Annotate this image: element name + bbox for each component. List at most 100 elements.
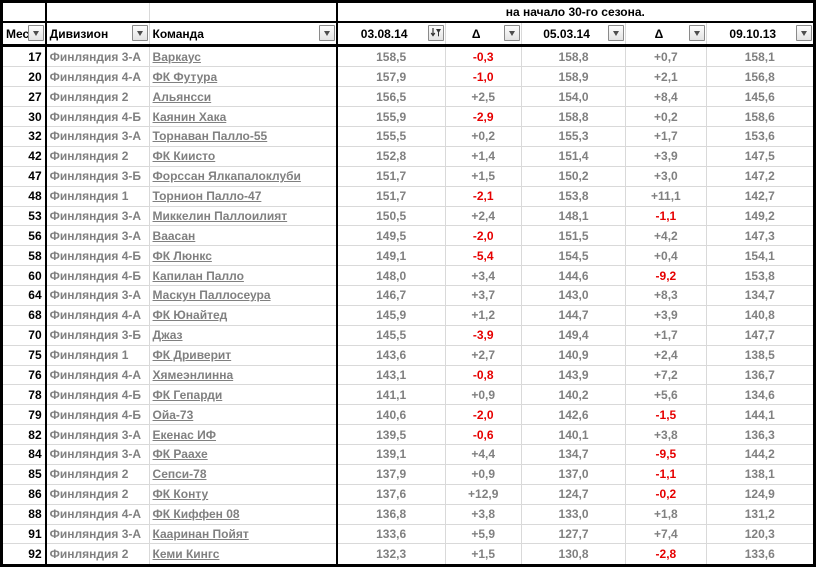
team-link[interactable]: Екенас ИФ [152, 427, 217, 442]
team-link[interactable]: ФК Киисто [152, 149, 216, 164]
team-link[interactable]: Альянсси [152, 89, 212, 104]
team-cell: Кеми Кингс [148, 543, 338, 566]
team-link[interactable]: ФК Футура [152, 69, 218, 84]
delta-cell-1: -2,1 [444, 185, 522, 207]
rating-cell-date3: 134,7 [705, 285, 815, 306]
chevron-down-icon [801, 30, 807, 36]
table-row: 30 Финляндия 4-Б Каянин Хака 155,9 -2,9 … [1, 106, 815, 127]
rating-cell-date3: 147,2 [705, 165, 815, 187]
rating-cell-date2: 154,5 [520, 245, 626, 266]
rating-cell-date3: 142,7 [705, 185, 815, 207]
team-link[interactable]: Варкаус [152, 49, 201, 64]
rating-cell-date2: 127,7 [520, 523, 626, 544]
rating-cell-date1: 157,9 [336, 66, 446, 87]
position-cell: 68 [1, 304, 47, 326]
column-header-label: Дивизион [49, 26, 109, 41]
team-link[interactable]: Каянин Хака [152, 109, 227, 124]
position-cell: 42 [1, 145, 47, 167]
team-link[interactable]: ФК Юнайтед [152, 308, 228, 323]
delta-cell-2: -1,1 [625, 205, 707, 226]
filter-button-date3[interactable] [796, 25, 812, 42]
delta-cell-2: -0,2 [625, 483, 707, 505]
team-link[interactable]: ФК Гепарди [152, 387, 223, 402]
team-link[interactable]: ФК Люнкс [152, 248, 212, 263]
team-link[interactable]: Маскун Паллосеура [152, 288, 271, 303]
table-row: 48 Финляндия 1 Торнион Палло-47 151,7 -2… [1, 185, 815, 207]
position-cell: 64 [1, 285, 47, 306]
rating-cell-date1: 151,7 [336, 165, 446, 187]
team-link[interactable]: Торнион Палло-47 [152, 189, 262, 204]
team-link[interactable]: ФК Киффен 08 [152, 507, 240, 522]
team-cell: Ойа-73 [148, 404, 338, 425]
table-row: 27 Финляндия 2 Альянсси 156,5 +2,5 154,0… [1, 86, 815, 107]
team-link[interactable]: Капилан Палло [152, 268, 244, 283]
team-link[interactable]: Хямеэнлинна [152, 367, 234, 382]
team-link[interactable]: Кааринан Пойят [152, 526, 249, 541]
position-cell: 60 [1, 265, 47, 286]
team-cell: Джаз [148, 324, 338, 346]
team-link[interactable]: Ойа-73 [152, 407, 194, 422]
rating-cell-date3: 144,1 [705, 404, 815, 425]
delta-cell-1: -2,0 [444, 404, 522, 425]
delta-cell-1: -2,0 [444, 225, 522, 246]
division-cell: Финляндия 3-А [49, 49, 142, 64]
filter-button-date2[interactable] [608, 25, 625, 42]
filter-button-delta1[interactable] [503, 25, 520, 42]
rating-cell-date1: 136,8 [336, 503, 446, 525]
table-row: 68 Финляндия 4-А ФК Юнайтед 145,9 +1,2 1… [1, 304, 815, 326]
team-link[interactable]: Миккелин Паллоилият [152, 208, 288, 223]
rating-cell-date2: 130,8 [520, 543, 626, 566]
rating-cell-date1: 146,7 [336, 285, 446, 306]
team-cell: Торнион Палло-47 [148, 185, 338, 207]
filter-button-team[interactable] [318, 25, 335, 42]
delta-cell-2: +7,4 [625, 523, 707, 544]
sort-filter-button-date1[interactable] [427, 25, 444, 42]
rating-cell-date2: 143,0 [520, 285, 626, 306]
table-row: 78 Финляндия 4-Б ФК Гепарди 141,1 +0,9 1… [1, 384, 815, 405]
team-link[interactable]: Сепси-78 [152, 467, 207, 482]
team-link[interactable]: Кеми Кингс [152, 547, 220, 562]
division-cell: Финляндия 4-Б [45, 245, 150, 266]
table-row: 88 Финляндия 4-А ФК Киффен 08 136,8 +3,8… [1, 503, 815, 525]
team-link[interactable]: Форссан Ялкапалоклуби [152, 169, 301, 184]
banner-empty-cell [148, 1, 338, 23]
division-cell: Финляндия 3-Б [45, 165, 150, 187]
division-cell: Финляндия 4-А [45, 304, 150, 326]
team-link[interactable]: ФК Дриверит [152, 348, 232, 363]
team-cell: Форссан Ялкапалоклуби [148, 165, 338, 187]
rating-cell-date2: 142,6 [520, 404, 626, 425]
delta-cell-1: +2,4 [444, 205, 522, 226]
delta-cell-2: +3,9 [625, 145, 707, 167]
team-link[interactable]: ФК Раахе [152, 447, 208, 462]
header-row: Мес Дивизион Команда 03.08.14 [1, 21, 815, 47]
delta-cell-2: +8,3 [625, 285, 707, 306]
table-row: 58 Финляндия 4-Б ФК Люнкс 149,1 -5,4 154… [1, 245, 815, 266]
filter-button-pos[interactable] [27, 25, 44, 42]
position-cell: 53 [1, 205, 47, 226]
filter-button-division[interactable] [131, 25, 148, 42]
rating-cell-date2: 155,3 [520, 126, 626, 147]
team-cell: Кааринан Пойят [148, 523, 338, 544]
table-row: 75 Финляндия 1 ФК Дриверит 143,6 +2,7 14… [1, 344, 815, 366]
team-link[interactable]: Торнаван Палло-55 [152, 129, 268, 144]
rating-cell-date3: 153,8 [705, 265, 815, 286]
rating-cell-date1: 145,9 [336, 304, 446, 326]
team-cell: ФК Киффен 08 [148, 503, 338, 525]
division-cell: Финляндия 3-А [45, 424, 150, 445]
delta-cell-1: +1,5 [444, 165, 522, 187]
delta-cell-2: -9,5 [625, 444, 707, 465]
delta-cell-2: +4,2 [625, 225, 707, 246]
team-link[interactable]: Ваасан [152, 228, 196, 243]
team-link[interactable]: Джаз [152, 328, 183, 343]
division-cell: Финляндия 1 [45, 185, 150, 207]
delta-cell-1: -0,6 [444, 424, 522, 445]
filter-button-delta2[interactable] [688, 25, 705, 42]
table-row: 92 Финляндия 2 Кеми Кингс 132,3 +1,5 130… [1, 543, 815, 566]
team-link[interactable]: ФК Конту [152, 487, 209, 502]
rating-cell-date2: 149,4 [520, 324, 626, 346]
delta-cell-1: +0,9 [444, 384, 522, 405]
position-cell: 27 [1, 86, 47, 107]
rating-cell-date3: 138,5 [705, 344, 815, 366]
rating-cell-date1: 140,6 [336, 404, 446, 425]
position-cell: 85 [1, 463, 47, 485]
